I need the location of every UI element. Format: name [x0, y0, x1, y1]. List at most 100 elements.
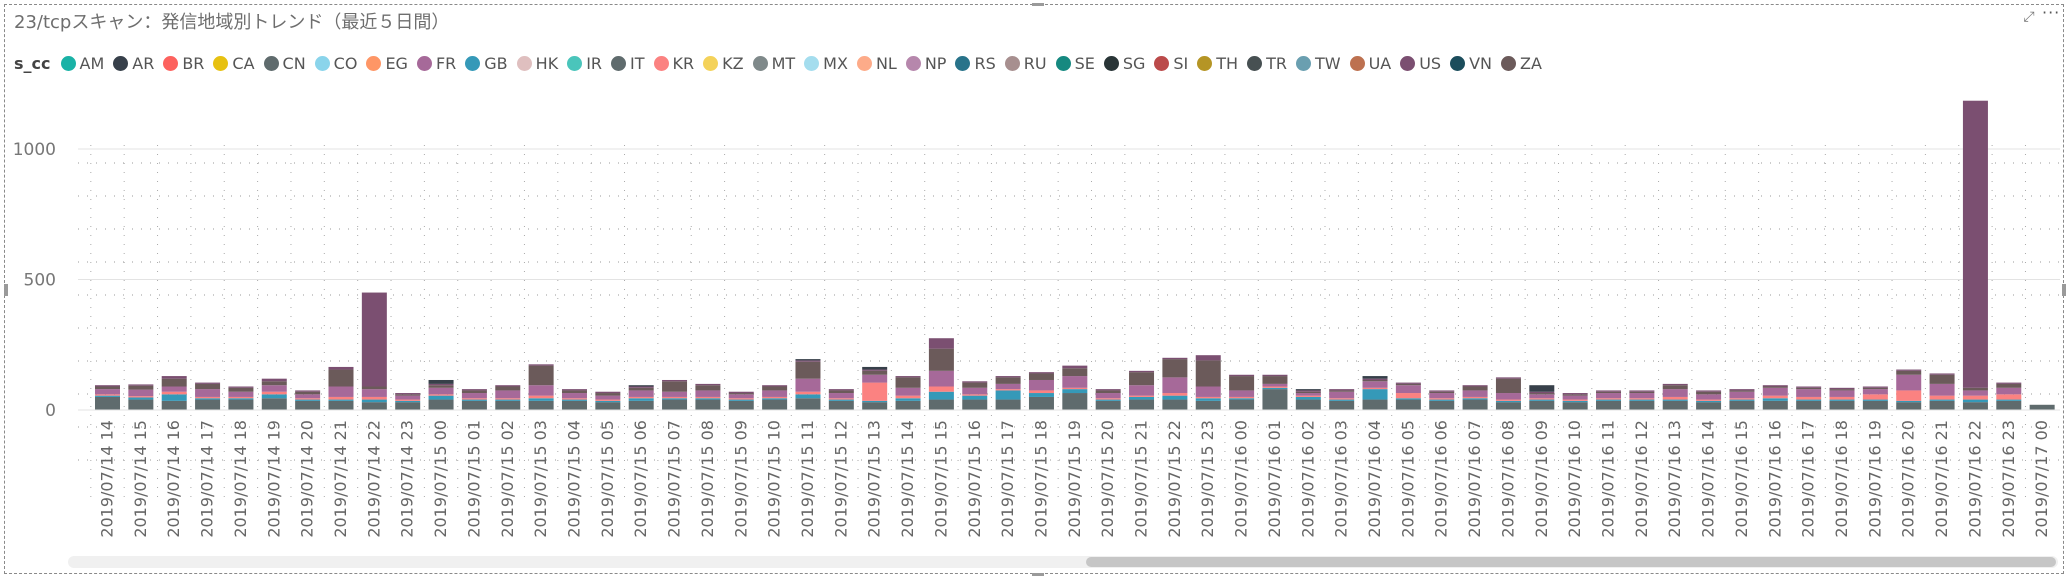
bar-segment-gb [1462, 398, 1488, 400]
bar-segment-gb [995, 390, 1021, 400]
bar-segment-kr [1229, 396, 1255, 399]
legend-item-ir[interactable]: IR [567, 54, 602, 73]
legend-item-th[interactable]: TH [1197, 54, 1238, 73]
bar-segment-fr [1796, 389, 1822, 397]
legend-swatch [567, 55, 583, 71]
bar-segment-fr [895, 387, 921, 396]
bar-segment-cn [928, 399, 954, 410]
bar-segment-gb [1596, 399, 1622, 401]
legend-swatch [366, 55, 382, 71]
bar-segment-za [1229, 376, 1255, 391]
bar-segment-cn [795, 398, 821, 410]
legend-swatch [465, 55, 481, 71]
legend-swatch [1154, 55, 1170, 71]
legend-item-sg[interactable]: SG [1103, 54, 1145, 73]
bar-segment-cn [1829, 400, 1855, 410]
resize-handle-bottom[interactable] [1032, 573, 1044, 576]
legend-item-se[interactable]: SE [1055, 53, 1095, 73]
bar-segment-cn [261, 398, 287, 410]
legend-item-mx[interactable]: MX [804, 54, 848, 73]
more-options-icon[interactable]: ··· [2042, 3, 2061, 22]
bar-segment-ar [1295, 389, 1321, 391]
bar-segment-cn [1095, 400, 1121, 410]
legend-item-vn[interactable]: VN [1450, 54, 1492, 73]
legend-item-za[interactable]: ZA [1501, 54, 1542, 73]
bar-segment-cn [1562, 402, 1588, 410]
legend-item-ar[interactable]: AR [113, 54, 154, 73]
legend-item-fr[interactable]: FR [416, 54, 456, 73]
bar-segment-za [395, 394, 421, 396]
bar-segment-fr [1962, 390, 1988, 396]
bar-segment-gb [1362, 389, 1388, 400]
bar-segment-kr [195, 396, 221, 399]
legend-item-eg[interactable]: EG [366, 54, 408, 73]
bar-segment-cn [1629, 400, 1655, 410]
x-tick-label: 2019/07/16 02 [1298, 420, 1317, 538]
legend-item-tr[interactable]: TR [1247, 54, 1287, 73]
focus-mode-icon[interactable]: ⤢ [2023, 9, 2035, 25]
legend-swatch [653, 55, 669, 71]
legend-item-us[interactable]: US [1400, 54, 1441, 73]
x-tick-label: 2019/07/16 18 [1832, 420, 1851, 538]
legend-item-it[interactable]: IT [611, 54, 645, 73]
bar-segment-fr [1696, 394, 1722, 400]
bar-segment-fr [561, 393, 587, 399]
bar-segment-gb [1829, 399, 1855, 401]
legend-item-cn[interactable]: CN [263, 54, 306, 73]
x-tick-label: 2019/07/16 01 [1265, 420, 1284, 538]
legend-item-kz[interactable]: KZ [703, 54, 744, 73]
legend-item-ru[interactable]: RU [1004, 54, 1047, 73]
legend-item-co[interactable]: CO [314, 54, 357, 73]
bar-segment-cn [662, 399, 688, 410]
legend-label: SE [1074, 53, 1095, 73]
bar-segment-fr [1662, 389, 1688, 397]
legend-item-tw[interactable]: TW [1295, 54, 1341, 73]
horizontal-scrollbar[interactable] [68, 556, 2058, 568]
x-tick-label: 2019/07/16 06 [1432, 420, 1451, 538]
legend-swatch [163, 55, 179, 71]
legend-item-hk[interactable]: HK [516, 54, 558, 73]
bar-segment-cn [1462, 399, 1488, 410]
bar-segment-kr [95, 394, 120, 396]
resize-handle-left[interactable] [4, 284, 8, 296]
legend-item-kr[interactable]: KR [653, 54, 694, 73]
bar-segment-gb [495, 399, 521, 401]
legend-item-ua[interactable]: UA [1349, 54, 1391, 73]
bar-segment-za [1395, 383, 1421, 386]
bar-segment-za [228, 387, 254, 392]
legend-item-si[interactable]: SI [1154, 54, 1188, 73]
bar-segment-gb [762, 398, 788, 400]
legend-label: MT [771, 53, 796, 73]
legend-item-am[interactable]: AM [60, 54, 104, 73]
legend-item-br[interactable]: BR [163, 54, 204, 73]
bar-segment-us [762, 385, 788, 387]
legend-swatch [60, 55, 76, 71]
bar-segment-za [1662, 385, 1688, 390]
bar-segment-za [495, 386, 521, 391]
legend-item-mt[interactable]: MT [752, 53, 796, 73]
bar-segment-kr [662, 396, 688, 399]
bar-segment-za [95, 386, 120, 390]
resize-handle-top[interactable] [1032, 3, 1044, 6]
scrollbar-thumb[interactable] [1086, 557, 2056, 567]
resize-handle-right[interactable] [2062, 284, 2066, 296]
bar-segment-us [361, 292, 387, 387]
legend-item-ca[interactable]: CA [213, 54, 255, 73]
bar-segment-cn [1162, 399, 1188, 410]
bar-segment-us [862, 369, 888, 371]
bar-segment-cn [995, 399, 1021, 410]
x-tick-label: 2019/07/16 10 [1565, 420, 1584, 538]
bar-segment-kr [995, 389, 1021, 391]
x-tick-label: 2019/07/16 21 [1932, 420, 1951, 538]
legend-item-np[interactable]: NP [905, 54, 946, 73]
bar-segment-us [695, 383, 721, 386]
bar-segment-za [1262, 376, 1288, 384]
bar-segment-fr [1028, 379, 1054, 391]
legend-item-nl[interactable]: NL [856, 54, 897, 73]
bar-segment-za [528, 365, 554, 386]
legend-item-gb[interactable]: GB [465, 54, 508, 73]
bar-segment-kr [1829, 396, 1855, 400]
legend-item-rs[interactable]: RS [955, 54, 996, 73]
bar-segment-gb [1996, 399, 2022, 401]
bar-segment-us [1696, 390, 1722, 392]
